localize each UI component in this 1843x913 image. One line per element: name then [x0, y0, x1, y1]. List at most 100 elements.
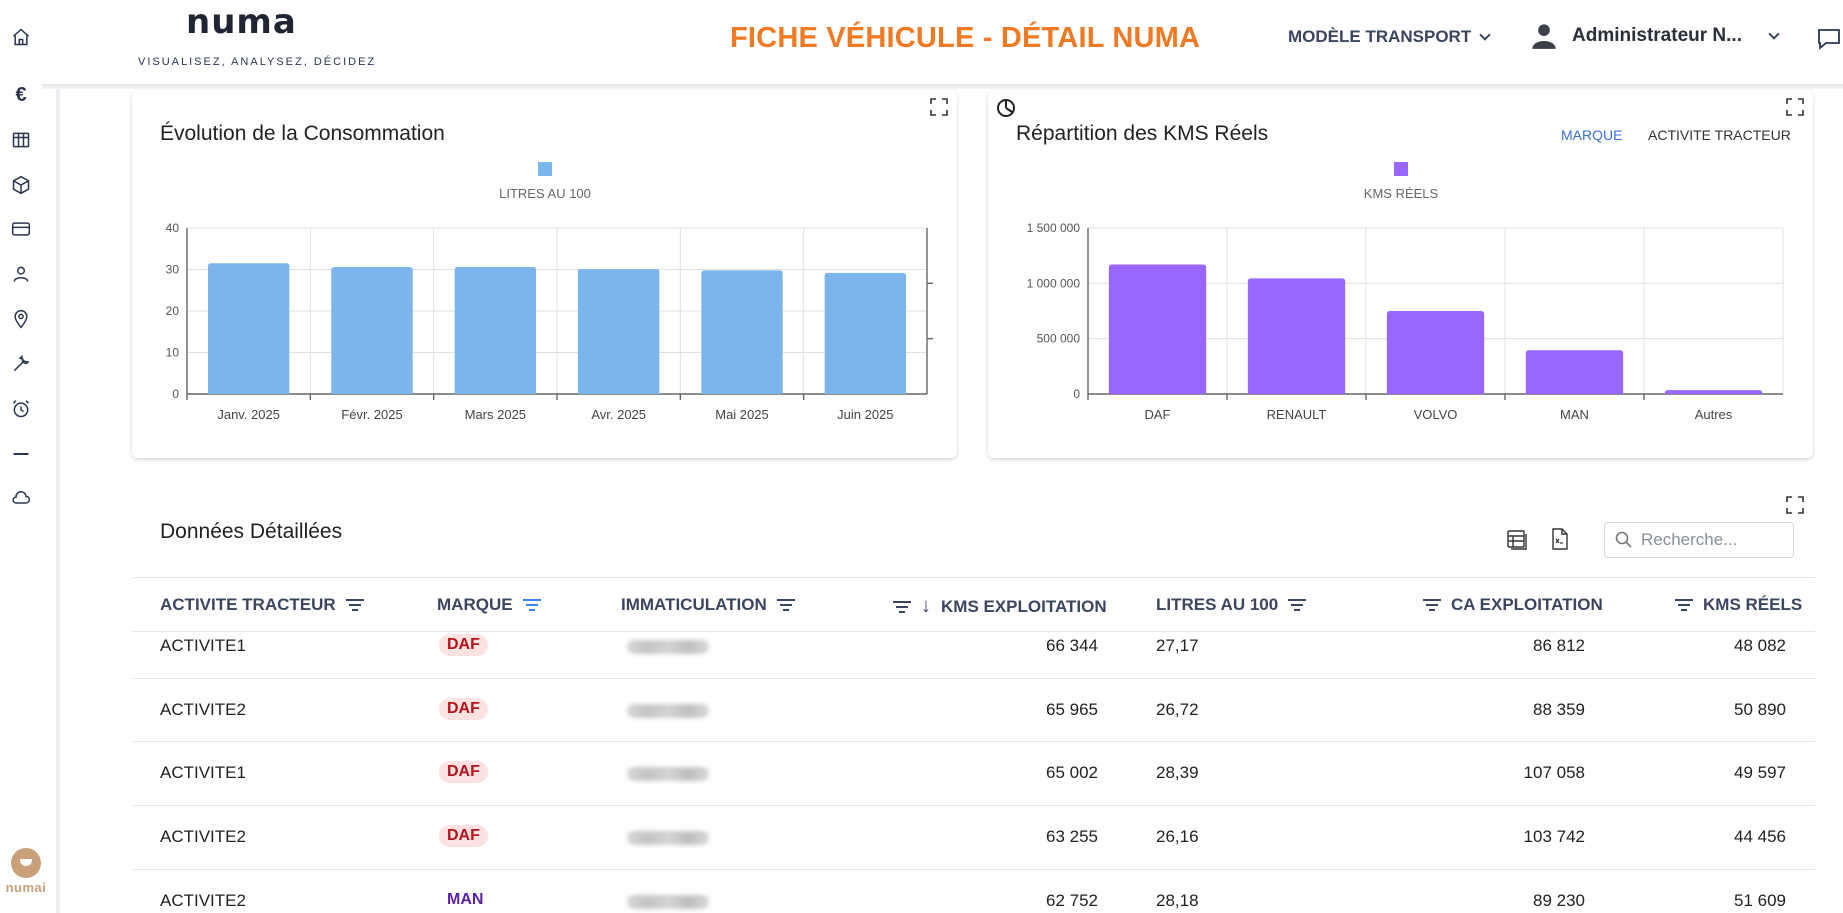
cell-kms-exploitation: 62 752 — [1046, 891, 1098, 910]
row-divider — [132, 678, 1815, 679]
col-activite-label: ACTIVITE TRACTEUR — [160, 595, 336, 614]
consumption-title: Évolution de la Consommation — [160, 122, 445, 145]
kms-y-tick-label: 1 000 000 — [1027, 276, 1081, 290]
minus-icon[interactable] — [10, 443, 32, 465]
kms-y-tick-label: 500 000 — [1037, 332, 1081, 346]
pie-chart-icon[interactable] — [996, 98, 1016, 123]
blurred-plate — [627, 704, 709, 718]
col-kms-reels[interactable]: KMS RÉELS — [1675, 595, 1802, 615]
filter-icon[interactable] — [776, 598, 795, 612]
col-kms-exploitation-label: KMS EXPLOITATION — [941, 596, 1107, 616]
wrench-icon[interactable] — [10, 353, 32, 375]
consumption-y-tick-label: 0 — [172, 387, 179, 401]
consumption-bar[interactable] — [331, 267, 413, 394]
row-divider — [132, 869, 1815, 870]
kms-bar[interactable] — [1525, 350, 1624, 394]
cell-activite: ACTIVITE2 — [160, 891, 246, 910]
user-icon[interactable] — [10, 263, 32, 285]
kms-bar[interactable] — [1664, 390, 1763, 394]
col-kms-exploitation[interactable]: ↓ KMS EXPLOITATION — [893, 595, 1107, 618]
kms-y-tick-label: 1 500 000 — [1027, 221, 1081, 235]
col-ca-exploitation[interactable]: CA EXPLOITATION — [1423, 595, 1603, 615]
cell-ca: 103 742 — [1523, 827, 1585, 846]
cell-kms-exploitation: 65 965 — [1046, 700, 1098, 719]
logo-mark: numa — [186, 2, 297, 42]
kms-bar[interactable] — [1108, 264, 1207, 394]
col-marque-label: MARQUE — [437, 595, 513, 614]
kms-x-tick-label: VOLVO — [1414, 407, 1458, 422]
cell-activite: ACTIVITE2 — [160, 700, 246, 719]
cell-kms-exploitation: 66 344 — [1046, 636, 1098, 655]
model-select[interactable]: MODÈLE TRANSPORT — [1288, 27, 1491, 47]
table-icon[interactable] — [10, 129, 32, 151]
col-marque[interactable]: MARQUE — [437, 595, 541, 615]
brand-badge: MAN — [447, 891, 484, 908]
kms-bar[interactable] — [1386, 311, 1485, 394]
cell-ca: 107 058 — [1523, 763, 1585, 782]
consumption-x-tick-label: Févr. 2025 — [341, 407, 402, 422]
filter-icon[interactable] — [893, 600, 911, 614]
sidebar-divider — [56, 85, 60, 913]
consumption-chart: 0 10 20 30 40 Janv. 2025 Févr. 2025 Mars 2025 Av… — [166, 221, 933, 422]
kms-x-tick-label: RENAULT — [1267, 407, 1327, 422]
kms-x-tick-label: DAF — [1145, 407, 1171, 422]
home-icon[interactable] — [10, 26, 32, 48]
cube-icon[interactable] — [10, 174, 32, 196]
location-icon[interactable] — [10, 308, 32, 330]
cell-kms-reels: 50 890 — [1734, 700, 1786, 719]
blurred-plate — [627, 767, 709, 781]
brand-badge: DAF — [439, 698, 488, 720]
consumption-bar[interactable] — [454, 267, 537, 394]
brand-badge: DAF — [439, 634, 488, 656]
expand-icon[interactable] — [1786, 496, 1804, 514]
cloud-icon[interactable] — [10, 487, 32, 509]
consumption-bar[interactable] — [701, 270, 783, 394]
chat-icon[interactable] — [1816, 26, 1842, 55]
consumption-bar[interactable] — [207, 263, 290, 394]
user-menu[interactable]: Administrateur N... — [1530, 22, 1780, 50]
sort-desc-icon[interactable]: ↓ — [921, 595, 931, 617]
cell-litres: 28,18 — [1156, 891, 1199, 910]
euro-icon[interactable]: € — [15, 83, 27, 106]
col-litres[interactable]: LITRES AU 100 — [1156, 595, 1307, 615]
search-input[interactable] — [1641, 530, 1781, 550]
toggle-marque[interactable]: MARQUE — [1561, 127, 1623, 143]
kms-x-tick-label: Autres — [1695, 407, 1733, 422]
brand-badge: DAF — [439, 761, 488, 783]
columns-icon[interactable] — [1505, 527, 1531, 553]
filter-icon[interactable] — [1423, 598, 1441, 612]
filter-icon[interactable] — [345, 598, 364, 612]
consumption-bar[interactable] — [577, 269, 660, 394]
search-box[interactable] — [1604, 522, 1794, 558]
consumption-bar[interactable] — [824, 272, 907, 394]
page-title: FICHE VÉHICULE - DÉTAIL NUMA — [730, 22, 1201, 54]
expand-icon[interactable] — [1786, 98, 1804, 116]
blurred-plate — [627, 640, 709, 654]
consumption-y-tick-label: 20 — [166, 304, 180, 318]
col-immatriculation[interactable]: IMMATICULATION — [621, 595, 795, 615]
cell-activite: ACTIVITE2 — [160, 827, 246, 846]
kms-bar[interactable] — [1247, 278, 1346, 394]
xlsx-export-icon[interactable] — [1547, 527, 1573, 553]
model-select-label: MODÈLE TRANSPORT — [1288, 27, 1472, 46]
filter-icon[interactable] — [1288, 598, 1307, 612]
card-icon[interactable] — [10, 218, 32, 240]
detailed-data-panel — [132, 470, 1815, 913]
col-litres-label: LITRES AU 100 — [1156, 595, 1279, 614]
col-kms-reels-label: KMS RÉELS — [1703, 595, 1803, 614]
kms-legend-swatch[interactable] — [1394, 162, 1408, 176]
consumption-y-tick-label: 30 — [166, 263, 180, 277]
col-immat-label: IMMATICULATION — [621, 595, 767, 614]
toggle-activite-tracteur[interactable]: ACTIVITE TRACTEUR — [1648, 127, 1791, 143]
kms-title: Répartition des KMS Réels — [1016, 122, 1269, 145]
consumption-legend-swatch[interactable] — [538, 162, 552, 176]
kms-legend-label[interactable]: KMS RÉELS — [1363, 186, 1439, 201]
filter-icon[interactable] — [1675, 598, 1693, 612]
filter-active-icon[interactable] — [522, 598, 541, 612]
col-activite-tracteur[interactable]: ACTIVITE TRACTEUR — [160, 595, 364, 615]
numa-logo[interactable]: numa VISUALISEZ, ANALYSEZ, DÉCIDEZ — [138, 2, 374, 68]
expand-icon[interactable] — [930, 98, 948, 116]
alarm-icon[interactable] — [10, 398, 32, 420]
cell-ca: 89 230 — [1533, 891, 1585, 910]
consumption-legend-label[interactable]: LITRES AU 100 — [499, 186, 591, 201]
